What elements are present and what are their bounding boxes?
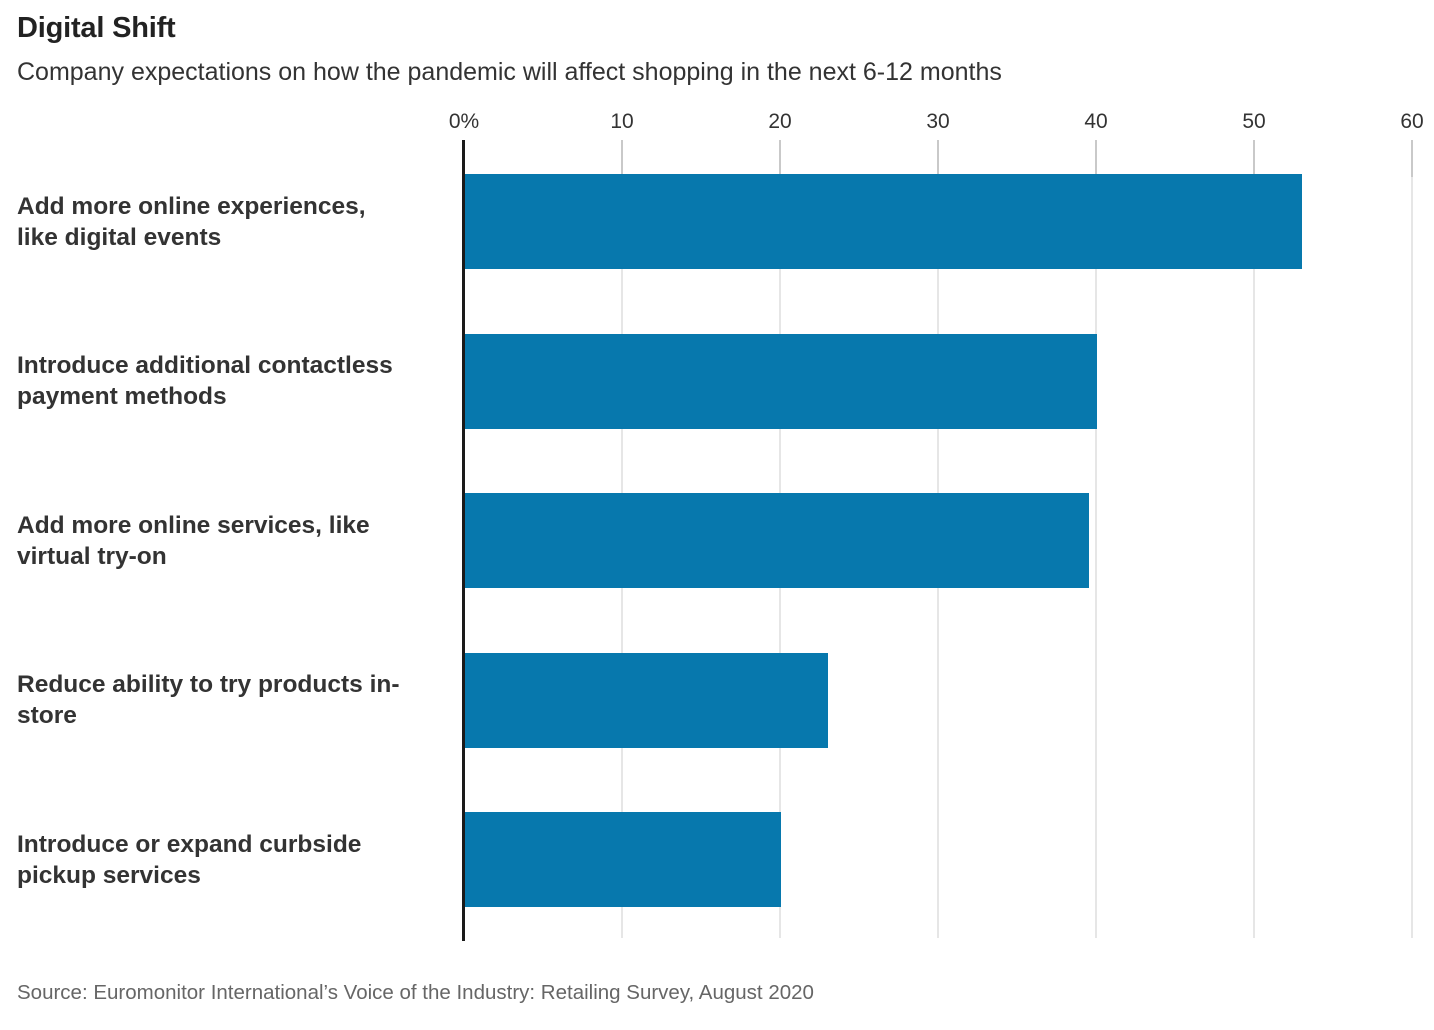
x-axis-tick (937, 140, 939, 177)
zero-baseline (462, 140, 465, 941)
bar (465, 652, 829, 748)
bar (465, 174, 1303, 269)
x-axis-tick-label: 10 (610, 110, 634, 133)
x-axis-tick-label: 40 (1084, 110, 1108, 133)
x-axis-tick-label: 30 (926, 110, 950, 133)
gridline (1411, 140, 1413, 938)
x-axis-tick-label: 20 (768, 110, 792, 133)
x-axis-tick (621, 140, 623, 177)
category-label: Introduce additional contactless payment… (17, 352, 393, 411)
x-axis-tick-label: 0% (448, 110, 480, 133)
x-axis-tick-label: 50 (1242, 110, 1266, 133)
x-axis-tick (1411, 140, 1413, 177)
chart-title: Digital Shift (17, 12, 176, 44)
bar (465, 493, 1090, 589)
source-note: Source: Euromonitor International’s Voic… (17, 981, 814, 1004)
gridline (1095, 140, 1097, 938)
chart-subtitle: Company expectations on how the pandemic… (17, 58, 1002, 86)
x-axis-tick-label: 60 (1400, 110, 1424, 133)
x-axis-tick (779, 140, 781, 177)
x-axis-tick (1253, 140, 1255, 177)
x-axis-tick (1095, 140, 1097, 177)
bar (465, 812, 781, 908)
category-label: Reduce ability to try products in- store (17, 671, 400, 730)
category-label: Add more online services, like virtual t… (17, 511, 370, 570)
gridline (1253, 140, 1255, 938)
category-label: Add more online experiences, like digita… (17, 192, 366, 251)
bar (465, 333, 1097, 429)
category-label: Introduce or expand curbside pickup serv… (17, 830, 362, 889)
